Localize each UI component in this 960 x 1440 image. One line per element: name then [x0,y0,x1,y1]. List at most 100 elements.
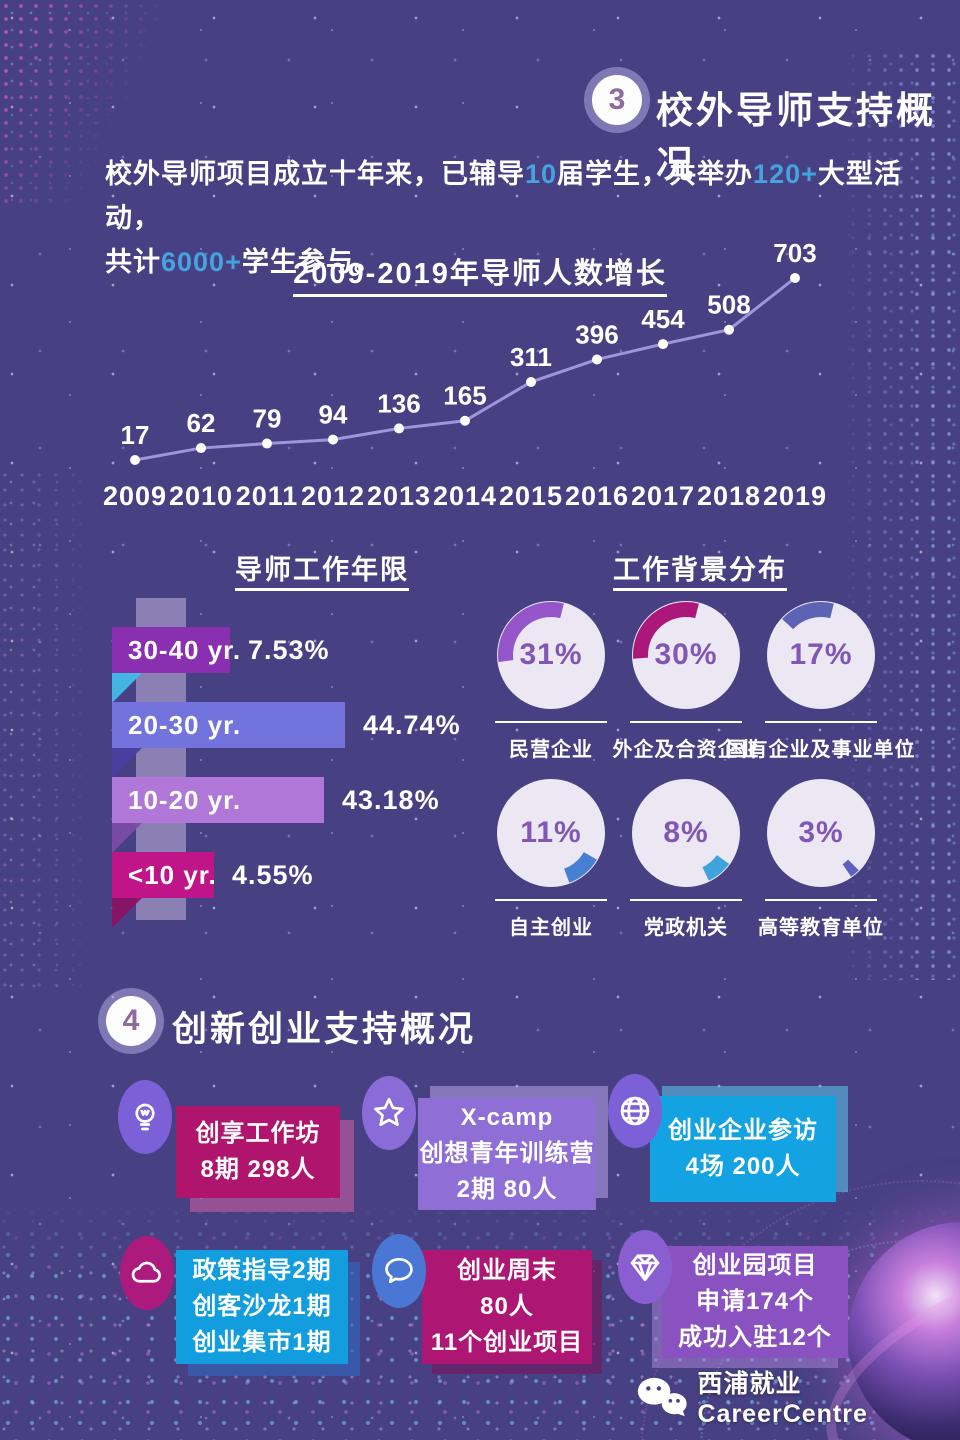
donut-underline [630,721,742,723]
data-point [328,434,338,445]
donut-arc [842,859,859,877]
card-line: 创业园项目 [692,1252,818,1279]
intro-line: 校外导师项目成立十年来，已辅导10届学生，共举办120+大型活动， [105,152,935,240]
data-point-label: 454 [641,304,685,334]
data-point [724,324,734,335]
program-card: 创业周末 80人 11个创业项目 [422,1250,592,1364]
bar-value-label: 44.74% [363,709,461,740]
program-card: 创享工作坊 8期 298人 [176,1106,340,1198]
globe-icon [620,1096,650,1126]
donut-percentage: 31% [519,638,583,671]
section4-title: 创新创业支持概况 [172,1010,477,1049]
donut-underline [765,721,877,723]
line-chart-title-text: 2009-2019年导师人数增长 [293,258,667,297]
intro-segment: 学生参与。 [241,247,382,277]
card-line: 创业集市1期 [192,1329,332,1356]
data-point [196,443,206,454]
card-line: X-camp [460,1104,554,1131]
donut-民营企业: 31% [497,601,605,709]
donut-党政机关: 8% [632,779,740,887]
card-icon-circle [362,1076,416,1150]
footer-brand: 西浦就业CareerCentre [697,1370,868,1428]
bar-chart-title-text: 导师工作年限 [235,555,409,591]
intro-highlight: 10 [525,159,558,189]
data-point [460,415,470,426]
x-axis-year-label: 2017 [631,481,695,511]
card-line: 申请174个 [695,1288,815,1315]
data-point-label: 508 [707,290,750,320]
section3-title: 校外导师支持概况 [656,90,936,185]
card-line: 创业周末 [457,1257,557,1284]
intro-text: 校外导师项目成立十年来，已辅导10届学生，共举办120+大型活动， 共计6000+… [105,152,935,284]
card-icon-circle [118,1080,172,1154]
bar-chart-title: 导师工作年限 [212,548,432,591]
bar-row: 10-20 yr. 43.18% [112,777,440,853]
donut-chart-title-text: 工作背景分布 [613,555,787,591]
card-icon-circle [372,1234,426,1308]
background-dots-left [0,470,95,990]
bar-value-label: 4.55% [232,859,314,890]
x-axis-year-label: 2011 [236,481,299,511]
data-point-label: 165 [443,381,486,411]
bar: 20-30 yr. [112,702,345,778]
x-axis-year-label: 2012 [301,481,365,511]
card-line: 创想青年训练营 [419,1140,595,1167]
program-card: 政策指导2期 创客沙龙1期 创业集市1期 [176,1250,348,1364]
bar-row: <10 yr. 4.55% [112,852,314,928]
background-dots-left-top [0,0,160,210]
bar-value-label: 43.18% [342,784,440,815]
bar-row: 30-40 yr. 7.53% [112,627,330,703]
donut-arc [633,602,699,659]
bar-label: 10-20 yr. [128,784,242,815]
data-point [262,438,272,449]
diamond-icon [630,1254,660,1282]
card-line: 4场 200人 [685,1153,801,1180]
data-point [790,273,800,284]
data-point-label: 62 [187,408,216,438]
bar-row: 20-30 yr. 44.74% [112,702,461,778]
section4-badge: 4 [106,996,156,1046]
donut-label: 自主创业 [509,917,593,939]
card-line: 创享工作坊 [195,1120,321,1147]
bar: <10 yr. [112,852,216,928]
program-card: 创业企业参访 4场 200人 [650,1096,836,1202]
wechat-icon [637,1377,687,1416]
x-axis-year-label: 2014 [433,481,497,511]
data-point [658,339,668,350]
x-axis-year-label: 2019 [763,481,827,511]
donut-underline [765,899,877,901]
data-point [526,377,536,388]
intro-highlight: 120+ [753,159,818,189]
donut-arc [498,602,564,663]
intro-highlight: 6000+ [161,247,242,277]
card-line: 8期 298人 [200,1156,316,1183]
intro-segment: 大型活动， [105,159,902,233]
data-point [592,354,602,365]
x-axis-year-label: 2018 [697,481,761,511]
data-point-label: 136 [377,388,420,418]
bar-label: 30-40 yr. [128,634,242,665]
card-line: 创业企业参访 [668,1117,818,1144]
intro-segment: 共计 [105,247,161,277]
data-point-label: 94 [319,400,348,430]
donut-arc [702,855,730,881]
card-line: 创客沙龙1期 [192,1293,332,1320]
footer: 西浦就业CareerCentre [634,1364,960,1429]
donut-label: 民营企业 [509,739,593,761]
donut-外企及合资企业: 30% [632,601,740,709]
donut-arc [782,602,834,630]
donut-percentage: 17% [789,638,853,671]
x-axis-year-label: 2015 [499,481,563,511]
section3-badge: 3 [592,75,642,125]
card-icon-circle [120,1236,174,1310]
bar-value-label: 7.53% [248,634,330,665]
intro-segment: 校外导师项目成立十年来，已辅导 [105,159,525,189]
card-line: 成功入驻12个 [678,1324,832,1351]
x-axis-year-label: 2009 [103,481,167,511]
lightbulb-icon [135,1103,155,1131]
card-icon-circle [618,1230,672,1304]
donut-chart-title: 工作背景分布 [600,548,800,591]
